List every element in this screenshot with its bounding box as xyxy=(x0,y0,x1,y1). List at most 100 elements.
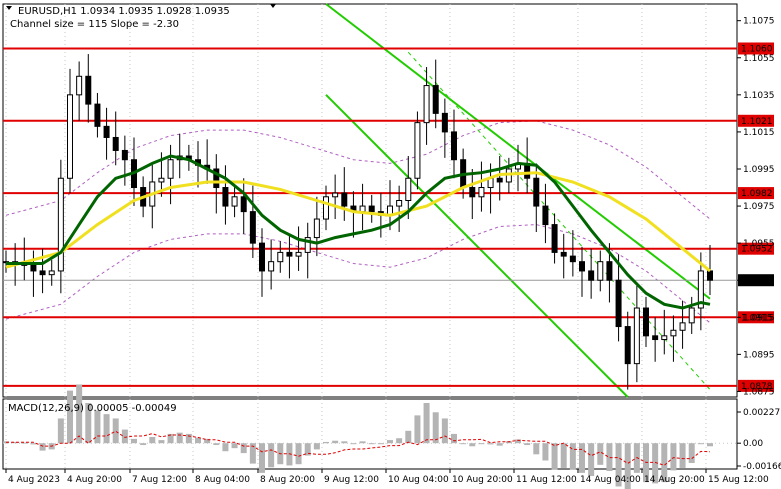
macd-histogram-bar xyxy=(396,438,403,444)
macd-histogram-bar xyxy=(414,415,421,444)
macd-histogram-bar xyxy=(670,443,677,471)
macd-histogram-bar xyxy=(112,418,119,444)
candle-body xyxy=(286,251,293,257)
level-label-bg xyxy=(738,114,774,127)
candle-body xyxy=(560,251,567,257)
macd-histogram-bar xyxy=(359,441,366,444)
candle-body xyxy=(304,237,311,253)
price-tick-label: 1.1035 xyxy=(743,91,775,101)
macd-histogram-bar xyxy=(176,432,183,444)
time-tick-label: 10 Aug 20:00 xyxy=(452,475,513,485)
candle-body xyxy=(569,255,576,263)
candle-body xyxy=(697,270,704,309)
macd-histogram-bar xyxy=(368,443,375,445)
price-tick-label: 1.0975 xyxy=(743,202,775,212)
candle-body xyxy=(112,136,119,151)
price-tick-label: 1.0875 xyxy=(743,387,775,397)
candle-body xyxy=(670,329,677,337)
candle-body xyxy=(213,168,220,189)
candle-body xyxy=(588,270,595,281)
level-label: 1.0982 xyxy=(741,189,773,199)
channel-line-lower xyxy=(325,94,629,398)
price-axis: 1.1075 1.1055 1.1035 1.1015 1.0995 1.0975 1.09… xyxy=(737,17,775,397)
macd-histogram-bar xyxy=(222,443,229,452)
candle-body xyxy=(85,75,92,105)
macd-histogram-bar xyxy=(560,443,567,468)
macd-histogram-bar xyxy=(377,443,384,445)
candle-body xyxy=(533,177,540,207)
candle-body xyxy=(277,251,284,263)
candle-body xyxy=(359,205,366,213)
level-label: 1.0878 xyxy=(741,382,773,392)
macd-histogram-bar xyxy=(579,443,585,473)
macd-histogram-bar xyxy=(569,443,576,470)
macd-histogram-bar xyxy=(432,412,439,444)
current-price-bg xyxy=(738,274,774,287)
macd-histogram-bar xyxy=(679,443,686,468)
macd-histogram-bar xyxy=(259,443,265,473)
candle-body xyxy=(332,192,339,198)
candle-body xyxy=(579,261,585,272)
macd-histogram-bar xyxy=(405,430,412,444)
time-tick-label: 8 Aug 20:00 xyxy=(260,475,315,485)
level-label: 1.1060 xyxy=(741,44,773,54)
macd-histogram-bar xyxy=(131,438,137,444)
candle-body xyxy=(469,187,476,198)
macd-histogram-bar xyxy=(387,440,393,444)
macd-histogram-bar xyxy=(231,443,238,449)
time-tick-label: 14 Aug 04:00 xyxy=(580,475,641,485)
candle-body xyxy=(451,131,457,161)
macd-histogram-bar xyxy=(240,443,247,454)
time-tick-label: 4 Aug 2023 xyxy=(8,475,60,485)
macd-label: MACD(12,26,9) 0.00005 -0.00049 xyxy=(8,403,177,414)
price-tick-label: 1.1075 xyxy=(743,17,775,27)
candle-body xyxy=(94,103,101,127)
candle-body xyxy=(633,307,640,365)
macd-histogram-bar xyxy=(332,440,339,444)
candle-body xyxy=(48,270,55,276)
candle-body xyxy=(222,187,229,207)
candle-body xyxy=(103,125,110,138)
candle-body xyxy=(652,335,659,341)
current-price-label: 1.0935 xyxy=(741,276,773,286)
candle-body xyxy=(158,177,165,183)
macd-histogram-bar xyxy=(615,443,622,487)
price-tick-label: 1.0915 xyxy=(743,313,775,323)
macd-histogram-bar xyxy=(441,418,448,444)
candle-body xyxy=(341,192,348,207)
level-label-bg xyxy=(738,242,774,255)
level-label-bg xyxy=(738,187,774,200)
collapse-icon[interactable] xyxy=(6,6,12,10)
candle-body xyxy=(240,196,247,213)
macd-signal-line xyxy=(6,430,711,466)
macd-histogram-bar xyxy=(524,443,531,446)
level-label: 1.0952 xyxy=(741,245,773,255)
symbol-header: EURUSD,H1 1.0934 1.0935 1.0928 1.0935 xyxy=(18,6,230,17)
macd-histogram-bar xyxy=(515,439,521,444)
macd-histogram-bar xyxy=(505,441,512,444)
candle-body xyxy=(67,94,73,179)
candle-body xyxy=(268,261,275,272)
macd-histogram-bar xyxy=(67,390,73,444)
macd-histogram-bar xyxy=(213,443,220,446)
time-tick-label: 10 Aug 04:00 xyxy=(388,475,449,485)
price-tick-label: 1.1055 xyxy=(743,54,775,64)
macd-histogram-bar xyxy=(149,437,156,444)
candle-body xyxy=(615,279,622,328)
macd-histogram-bar xyxy=(551,443,558,470)
time-tick-label: 9 Aug 12:00 xyxy=(324,475,379,485)
level-label-bg xyxy=(738,42,774,55)
channel-info: Channel size = 115 Slope = -2.30 xyxy=(10,19,179,30)
macd-histogram-bar xyxy=(158,440,165,444)
macd-histogram-bar xyxy=(195,437,201,444)
grid xyxy=(5,4,707,469)
macd-histogram-bar xyxy=(652,443,659,484)
candle-body xyxy=(606,261,613,281)
candle-body xyxy=(423,85,430,124)
macd-histogram-bar xyxy=(341,441,348,444)
time-tick-label: 15 Aug 12:00 xyxy=(708,475,769,485)
macd-histogram-bar xyxy=(323,441,329,444)
channel-line-middle xyxy=(407,51,711,390)
time-tick-label: 7 Aug 12:00 xyxy=(132,475,187,485)
envelope-upper xyxy=(5,120,711,220)
